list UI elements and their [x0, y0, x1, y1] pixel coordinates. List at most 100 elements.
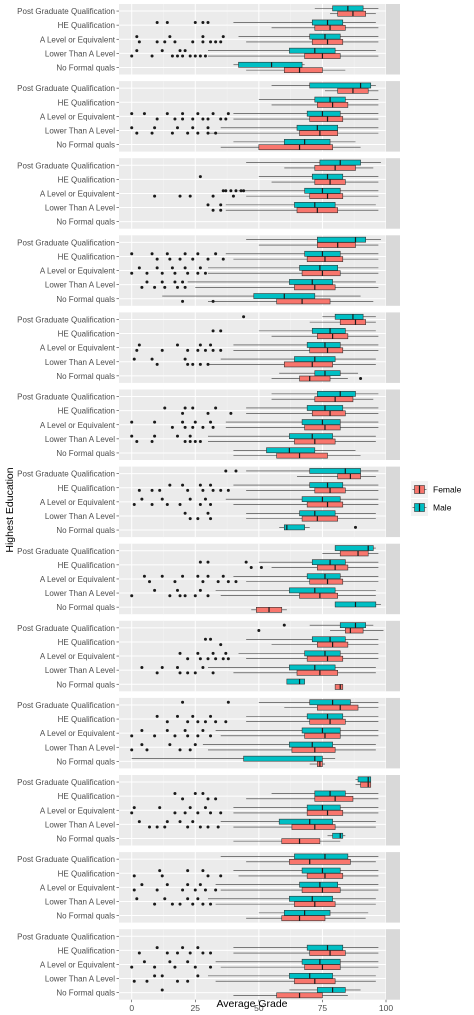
facet-strip [386, 620, 400, 692]
outlier-point [168, 35, 172, 39]
y-tick-label: A Level or Equivalent [40, 575, 116, 584]
outlier-point [155, 671, 159, 675]
outlier-point [140, 883, 144, 887]
outlier-point [191, 117, 195, 121]
facet-strip [386, 81, 400, 152]
iqr-box [283, 910, 331, 916]
facet-strip [386, 389, 400, 460]
boxplot-female [137, 487, 379, 494]
outlier-point [206, 560, 210, 564]
iqr-box [304, 424, 341, 431]
facet-strip [386, 158, 400, 229]
boxplot-female [148, 578, 379, 585]
boxplot-male [130, 433, 376, 440]
boxplot-male [130, 419, 379, 425]
y-tick-label: HE Qualification [58, 21, 115, 30]
boxplot-male [160, 987, 361, 993]
boxplot-female [355, 781, 372, 788]
boxplot-male [135, 895, 376, 902]
outlier-point [165, 112, 169, 116]
facet-panel: Post Graduate Qualification HE Qualificat… [17, 4, 400, 75]
outlier-point [226, 580, 230, 584]
boxplot-female [135, 130, 379, 136]
y-tick-label: HE Qualification [58, 946, 115, 955]
boxplot-male [142, 573, 379, 580]
boxplot-male [334, 601, 381, 608]
outlier-point [173, 271, 177, 275]
outlier-point [242, 189, 246, 193]
outlier-point [163, 40, 167, 44]
outlier-point [183, 728, 187, 732]
outlier-point [211, 425, 215, 429]
outlier-point [188, 440, 192, 444]
boxplot-male [130, 250, 379, 257]
outlier-point [160, 974, 164, 978]
boxplot-female [271, 375, 363, 382]
outlier-point [196, 348, 200, 352]
iqr-box [317, 564, 349, 571]
iqr-box [317, 391, 356, 397]
outlier-point [219, 117, 223, 121]
outlier-point [193, 888, 197, 892]
outlier-point [191, 362, 195, 366]
outlier-point [181, 411, 185, 415]
outlier-point [198, 175, 202, 179]
facet-strip [386, 466, 400, 538]
boxplot-female [137, 39, 379, 45]
outlier-point [150, 131, 154, 135]
iqr-box [306, 810, 344, 816]
iqr-box [360, 781, 372, 788]
iqr-box [311, 559, 346, 566]
y-tick-label: Post Graduate Qualification [17, 238, 115, 247]
boxplot-female [130, 747, 376, 753]
outlier-point [155, 825, 159, 829]
facet-panels: Post Graduate Qualification HE Qualificat… [17, 4, 400, 1013]
iqr-box [306, 713, 344, 720]
outlier-point [201, 665, 205, 669]
iqr-box [317, 236, 366, 243]
outlier-point [257, 629, 261, 633]
outlier-point [130, 965, 134, 969]
outlier-point [226, 700, 230, 704]
outlier-point [209, 420, 213, 424]
outlier-point [201, 951, 205, 955]
outlier-point [170, 902, 174, 906]
outlier-point [140, 285, 144, 289]
boxplot-male [140, 664, 376, 671]
boxplot-male [221, 187, 379, 194]
outlier-point [175, 665, 179, 669]
legend-label: Female [433, 485, 462, 495]
outlier-point [137, 266, 141, 270]
outlier-point [193, 20, 197, 24]
outlier-point [206, 594, 210, 598]
y-tick-label: A Level or Equivalent [40, 344, 116, 353]
iqr-box [299, 375, 331, 382]
outlier-point [221, 574, 225, 578]
iqr-box [301, 270, 341, 277]
y-tick-label: A Level or Equivalent [40, 652, 116, 661]
facet-panel: Post Graduate Qualification HE Qualificat… [17, 929, 400, 1000]
y-tick-label: HE Qualification [58, 98, 115, 107]
iqr-box [299, 510, 336, 517]
outlier-point [201, 869, 205, 873]
outlier-point [153, 974, 157, 978]
outlier-point [206, 825, 210, 829]
outlier-point [198, 560, 202, 564]
boxplot-male [137, 342, 379, 348]
boxplot-female [130, 810, 379, 816]
boxplot-male [183, 510, 376, 517]
boxplot-female [181, 410, 379, 417]
boxplot-male [145, 279, 376, 285]
outlier-point [219, 643, 223, 647]
boxplot-female [334, 684, 344, 690]
outlier-point [160, 280, 164, 284]
outlier-point [206, 574, 210, 578]
outlier-point [221, 35, 225, 39]
iqr-box [317, 987, 346, 993]
outlier-point [132, 503, 136, 507]
outlier-point [206, 126, 210, 130]
outlier-point [137, 40, 141, 44]
outlier-point [203, 497, 207, 501]
outlier-point [142, 112, 146, 116]
outlier-point [140, 665, 144, 669]
